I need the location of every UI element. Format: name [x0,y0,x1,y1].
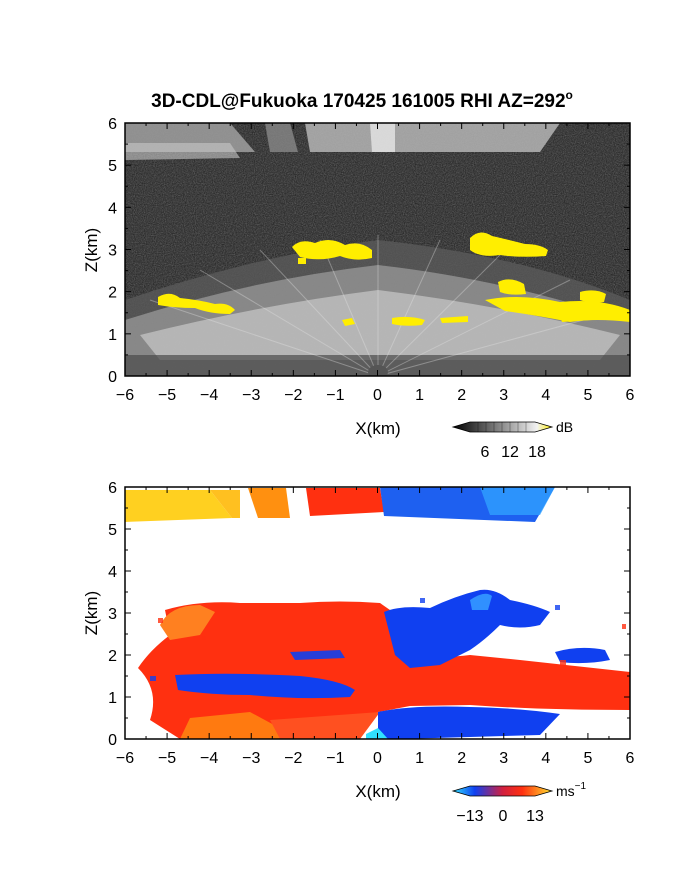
bottom-x-tick-label: 0 [373,750,382,767]
top-y-tick-label: 2 [108,285,117,302]
backscatter-colorbar-tick: 12 [501,444,519,461]
velocity-colorbar: ms−1 −13 0 13 [451,781,587,825]
bottom-x-tick-label: −5 [158,750,176,767]
top-y-axis-label: Z(km) [82,228,101,272]
top-x-tick-label: 5 [583,387,592,404]
backscatter-colorbar-tick: 6 [481,444,490,461]
top-y-tick-label: 6 [108,116,117,133]
top-x-tick-label: 1 [415,387,424,404]
bottom-y-axis-label: Z(km) [82,591,101,635]
bottom-x-tick-label: 1 [415,750,424,767]
top-x-tick-label: −6 [116,387,134,404]
top-x-tick-label: −2 [284,387,302,404]
velocity-colorbar-unit: ms−1 [556,781,587,799]
top-x-tick-label: −5 [158,387,176,404]
top-x-tick-label: −1 [326,387,344,404]
bottom-y-tick-label: 5 [108,522,117,539]
bottom-y-tick-label: 6 [108,480,117,497]
top-y-tick-label: 1 [108,327,117,344]
bottom-y-axis: 0 1 2 3 4 5 6 [108,480,630,749]
bottom-x-tick-label: −4 [200,750,218,767]
backscatter-colorbar-unit: dB [556,419,573,435]
velocity-colorbar-unit-base: ms [556,783,575,799]
backscatter-colorbar: dB 6 12 18 [451,419,573,461]
chart-title: 3D-CDL@Fukuoka 170425 161005 RHI AZ=292o [151,88,573,112]
bottom-x-tick-label: 6 [626,750,635,767]
top-x-tick-label: 2 [457,387,466,404]
bottom-y-tick-label: 2 [108,648,117,665]
top-x-tick-label: 6 [626,387,635,404]
top-y-tick-label: 4 [108,200,117,217]
bottom-x-tick-label: 4 [541,750,550,767]
chart-title-text: 3D-CDL@Fukuoka 170425 161005 RHI AZ=292 [151,91,565,112]
bottom-y-tick-label: 3 [108,606,117,623]
velocity-image [125,487,630,739]
top-x-tick-label: −4 [200,387,218,404]
title-degree: o [566,88,573,102]
bottom-x-axis-label: X(km) [355,782,400,801]
velocity-colorbar-tick: −13 [456,808,483,825]
high-echo-layer [158,232,630,326]
bottom-x-tick-label: −3 [242,750,260,767]
bottom-y-tick-label: 4 [108,564,117,581]
top-x-tick-label: 3 [499,387,508,404]
top-x-tick-label: 4 [541,387,550,404]
top-x-tick-label: 0 [373,387,382,404]
top-x-axis-label: X(km) [355,419,400,438]
bottom-x-tick-label: −2 [284,750,302,767]
bottom-x-tick-label: 2 [457,750,466,767]
top-y-tick-label: 5 [108,158,117,175]
top-y-tick-label: 0 [108,369,117,386]
velocity-colorbar-unit-exp: −1 [575,781,587,792]
velocity-colorbar-tick: 13 [526,808,544,825]
bottom-x-tick-label: −1 [326,750,344,767]
top-x-axis: −6 −5 −4 −3 −2 −1 0 1 2 3 4 5 6 [116,123,635,404]
bottom-y-tick-label: 1 [108,690,117,707]
top-x-tick-label: −3 [242,387,260,404]
bottom-x-tick-label: 5 [583,750,592,767]
backscatter-image [125,123,630,376]
velocity-colorbar-tick: 0 [499,808,508,825]
bottom-x-tick-label: −6 [116,750,134,767]
backscatter-colorbar-tick: 18 [528,444,546,461]
bottom-x-axis: −6 −5 −4 −3 −2 −1 0 1 2 3 4 5 6 [116,487,635,767]
top-y-axis: 0 1 2 3 4 5 6 [108,116,630,386]
top-y-tick-label: 3 [108,243,117,260]
bottom-x-tick-label: 3 [499,750,508,767]
bottom-y-tick-label: 0 [108,732,117,749]
